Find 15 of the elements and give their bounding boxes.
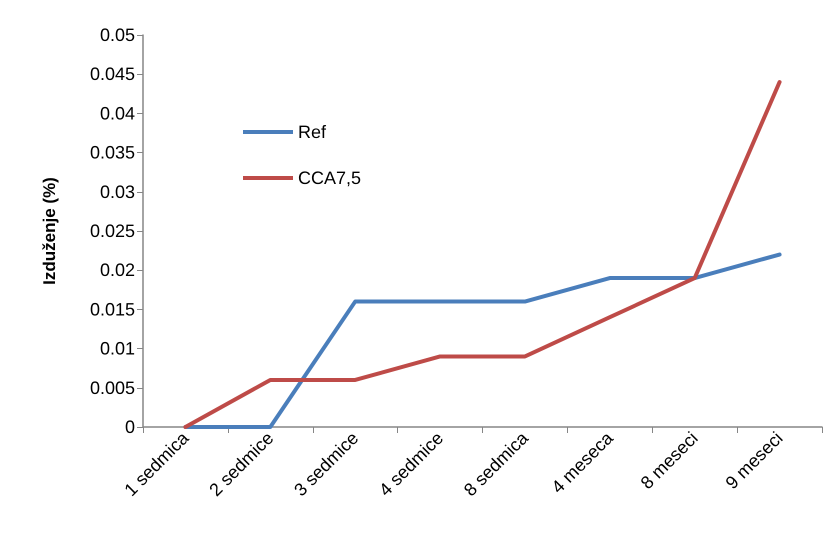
legend-label: CCA7,5 <box>298 168 362 188</box>
y-tick-label: 0.025 <box>90 221 135 241</box>
y-tick-label: 0.005 <box>90 378 135 398</box>
y-tick-label: 0.015 <box>90 299 135 320</box>
y-tick-label: 0.035 <box>90 142 135 163</box>
legend-label: Ref <box>298 122 328 142</box>
line-series <box>183 80 782 429</box>
y-tick-label: 0.04 <box>100 103 135 124</box>
y-tick-label: 0.02 <box>100 260 135 280</box>
y-tick-label: 0 <box>124 417 135 437</box>
y-tick-label: 0.03 <box>100 182 135 202</box>
y-tick-label: 0.05 <box>100 25 135 45</box>
y-tick-label: 0.045 <box>90 64 135 84</box>
y-axis-title: Izduženje (%) <box>40 177 59 285</box>
y-tick-label: 0.01 <box>100 338 135 359</box>
